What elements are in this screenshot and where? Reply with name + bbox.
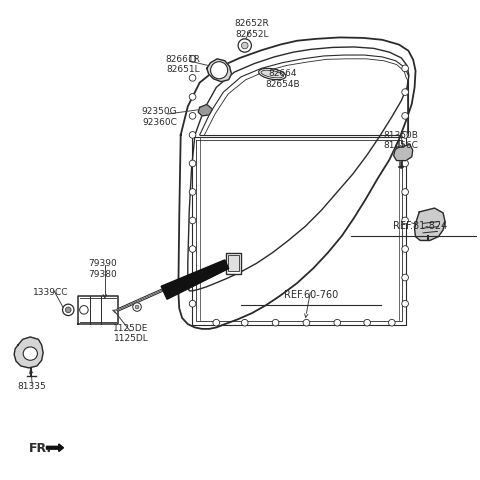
Circle shape (65, 307, 71, 313)
Polygon shape (207, 60, 231, 83)
Text: 81335: 81335 (18, 382, 47, 391)
Circle shape (189, 56, 196, 63)
Circle shape (189, 189, 196, 196)
Text: REF.81-824: REF.81-824 (393, 221, 447, 231)
Ellipse shape (259, 69, 286, 81)
Circle shape (241, 320, 248, 326)
Circle shape (402, 132, 408, 139)
Circle shape (80, 306, 88, 314)
Circle shape (189, 218, 196, 224)
Circle shape (189, 75, 196, 82)
Text: 82664
82654B: 82664 82654B (265, 69, 300, 88)
Ellipse shape (261, 71, 284, 79)
FancyBboxPatch shape (228, 256, 239, 272)
Polygon shape (415, 209, 445, 241)
Circle shape (364, 320, 371, 326)
Circle shape (211, 62, 228, 80)
Text: FR.: FR. (29, 441, 52, 454)
Circle shape (189, 275, 196, 281)
Text: 82661R
82651L: 82661R 82651L (166, 55, 201, 74)
Circle shape (272, 320, 279, 326)
Polygon shape (198, 105, 213, 117)
Text: 1339CC: 1339CC (33, 288, 68, 297)
Circle shape (189, 246, 196, 253)
Circle shape (402, 90, 408, 96)
Circle shape (402, 161, 408, 168)
Circle shape (133, 303, 141, 312)
Circle shape (135, 305, 139, 309)
Text: 79390
79380: 79390 79380 (88, 259, 117, 278)
Circle shape (402, 301, 408, 307)
Text: 1125DE
1125DL: 1125DE 1125DL (113, 323, 149, 342)
Text: REF.60-760: REF.60-760 (284, 289, 338, 300)
Polygon shape (14, 337, 43, 368)
Circle shape (402, 218, 408, 224)
FancyBboxPatch shape (226, 253, 241, 274)
Ellipse shape (23, 347, 37, 360)
Circle shape (189, 95, 196, 101)
Circle shape (213, 320, 219, 326)
Circle shape (402, 246, 408, 253)
Circle shape (62, 304, 74, 316)
Circle shape (402, 66, 408, 72)
Circle shape (402, 275, 408, 281)
Polygon shape (394, 145, 413, 161)
Text: 92350G
92360C: 92350G 92360C (142, 107, 177, 126)
Text: 82652R
82652L: 82652R 82652L (235, 19, 269, 38)
Circle shape (189, 113, 196, 120)
Circle shape (189, 132, 196, 139)
Circle shape (241, 43, 248, 50)
Circle shape (189, 301, 196, 307)
Circle shape (189, 161, 196, 168)
Circle shape (402, 189, 408, 196)
Circle shape (388, 320, 395, 326)
Circle shape (303, 320, 310, 326)
Polygon shape (161, 260, 228, 300)
Circle shape (238, 40, 252, 53)
Text: 81350B
81456C: 81350B 81456C (384, 131, 419, 150)
Circle shape (334, 320, 341, 326)
Circle shape (402, 113, 408, 120)
Polygon shape (47, 444, 63, 452)
